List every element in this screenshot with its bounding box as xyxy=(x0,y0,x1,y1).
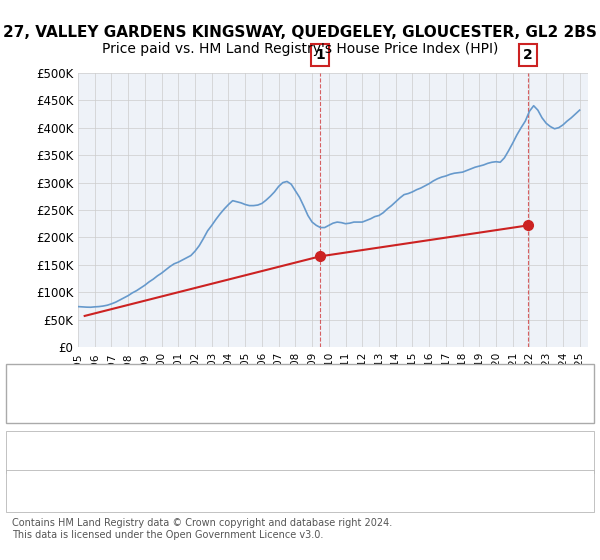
Text: £222,000: £222,000 xyxy=(192,484,248,498)
Text: 03-DEC-2021: 03-DEC-2021 xyxy=(60,484,138,498)
Text: 27, VALLEY GARDENS KINGSWAY, QUEDGELEY, GLOUCESTER, GL2 2BS: 27, VALLEY GARDENS KINGSWAY, QUEDGELEY, … xyxy=(3,25,597,40)
Text: Price paid vs. HM Land Registry's House Price Index (HPI): Price paid vs. HM Land Registry's House … xyxy=(102,42,498,56)
Text: 1: 1 xyxy=(315,48,325,62)
Text: 22-JUN-2009: 22-JUN-2009 xyxy=(60,445,135,459)
Text: HPI: Average price, detached house, Gloucester: HPI: Average price, detached house, Glou… xyxy=(51,404,301,414)
Text: 2: 2 xyxy=(523,48,533,62)
Text: 27, VALLEY GARDENS KINGSWAY, QUEDGELEY, GLOUCESTER, GL2 2BS (detached house: 27, VALLEY GARDENS KINGSWAY, QUEDGELEY, … xyxy=(51,376,509,386)
Text: 2: 2 xyxy=(20,484,28,498)
Text: 20% ↓ HPI: 20% ↓ HPI xyxy=(330,445,392,459)
Text: Contains HM Land Registry data © Crown copyright and database right 2024.
This d: Contains HM Land Registry data © Crown c… xyxy=(12,518,392,540)
Text: £165,500: £165,500 xyxy=(192,445,248,459)
Text: 1: 1 xyxy=(20,445,28,459)
Text: 43% ↓ HPI: 43% ↓ HPI xyxy=(330,484,392,498)
